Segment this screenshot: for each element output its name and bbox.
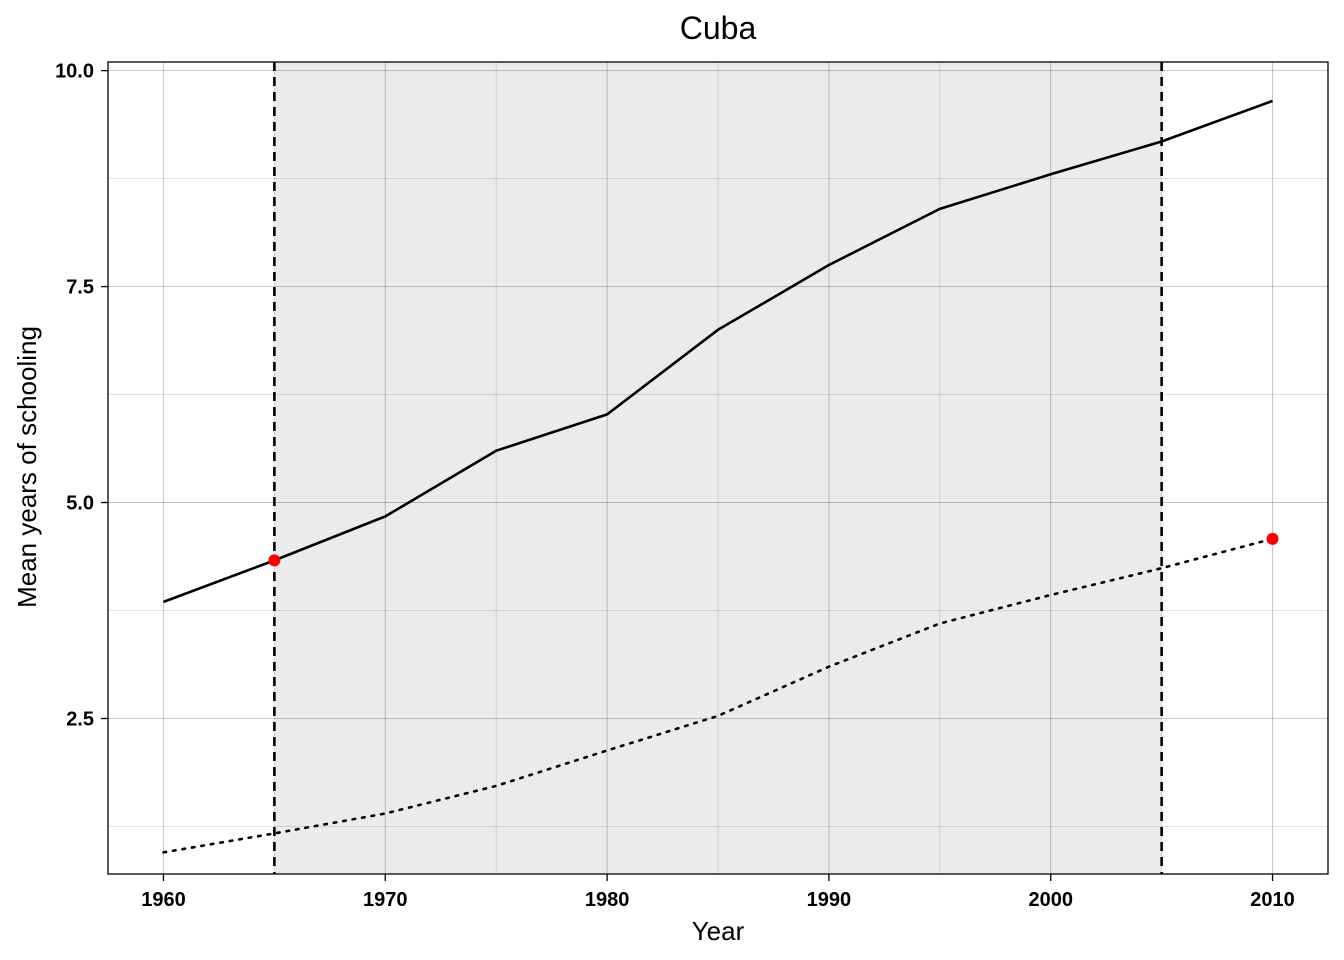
plot-border xyxy=(107,61,1329,875)
chart-title: Cuba xyxy=(680,10,757,46)
y-tick-label: 7.5 xyxy=(66,277,94,299)
x-tick-label: 1960 xyxy=(141,889,186,911)
x-tick-label: 1970 xyxy=(363,889,408,911)
x-tick-label: 2000 xyxy=(1028,889,1073,911)
shaded-region xyxy=(274,62,1162,874)
y-tick-label: 5.0 xyxy=(66,493,94,515)
x-tick-label: 1990 xyxy=(807,889,852,911)
x-tick-label: 1980 xyxy=(585,889,630,911)
x-tick-label: 2010 xyxy=(1250,889,1295,911)
x-axis-title: Year xyxy=(692,916,745,946)
series-solid-line xyxy=(163,99,1273,604)
highlight-point xyxy=(1266,532,1279,545)
y-axis-title: Mean years of schooling xyxy=(12,326,42,608)
highlight-point xyxy=(268,554,281,567)
y-tick-label: 2.5 xyxy=(66,709,94,731)
plot-area: 1960 1970 1980 1990 2000 2010 2.5 5.0 7.5 10.0 xyxy=(55,61,1329,911)
y-tick-label: 10.0 xyxy=(55,61,94,83)
